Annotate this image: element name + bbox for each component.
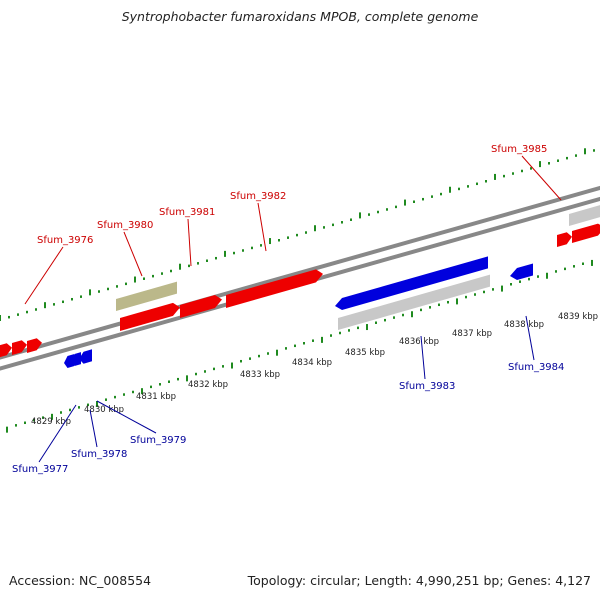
rna-feature-block [116,281,177,311]
gene-label-reverse-leader [96,400,157,434]
gene-label-forward-leader [24,246,64,305]
gene-label-reverse: Sfum_3977 [12,464,68,475]
gene-label-forward-leader [187,218,192,267]
backbone-line-upper [0,185,600,360]
gene-arrow-forward [180,295,222,318]
gene-label-forward: Sfum_3981 [159,207,215,218]
gene-label-reverse: Sfum_3984 [508,362,564,373]
position-tick-label: 4837 kbp [452,329,492,339]
gene-label-forward: Sfum_3976 [37,235,93,246]
position-tick-label: 4833 kbp [240,370,280,380]
gene-label-reverse-leader [89,409,98,448]
gene-arrow-forward [226,269,323,308]
gene-arrow-reverse [510,263,533,281]
gene-label-reverse-leader [38,404,77,463]
position-tick-label: 4834 kbp [292,358,332,368]
gene-label-forward-leader [521,155,562,201]
accession-text: Accession: NC_008554 [9,573,152,588]
gene-label-forward: Sfum_3980 [97,220,153,231]
gene-arrow-forward [120,302,180,331]
gene-label-reverse: Sfum_3983 [399,381,455,392]
gene-arrow-reverse [71,352,81,367]
position-tick-label: 4832 kbp [188,380,228,390]
gene-arrow-reverse [64,354,74,369]
gene-arrow-reverse [79,349,92,364]
gene-arrow-forward [557,232,572,247]
gene-label-forward: Sfum_3982 [230,191,286,202]
gene-layer [0,205,600,369]
gene-label-forward-leader [123,231,143,277]
position-tick-label: 4831 kbp [136,392,176,402]
gene-label-reverse-leader [525,315,535,361]
gene-arrow-forward [572,223,600,243]
position-tick-label: 4829 kbp [31,417,71,427]
misc-feature-block [338,274,490,330]
genome-title: Syntrophobacter fumaroxidans MPOB, compl… [121,9,479,24]
position-tick-label: 4839 kbp [558,312,598,322]
position-tick-label: 4836 kbp [399,337,439,347]
label-layer: 4829 kbp 4830 kbp 4831 kbp 4832 kbp 4833 kbp… [12,144,598,475]
gene-arrow-forward [0,343,12,358]
misc-feature-block [569,205,600,226]
gene-arrow-forward [12,340,27,355]
gene-label-reverse: Sfum_3979 [130,435,186,446]
gene-arrow-forward [27,338,42,353]
position-tick-label: 4838 kbp [504,320,544,330]
gene-label-reverse-leader [420,335,426,380]
gene-arrow-reverse [335,256,488,311]
gene-label-forward-leader [257,202,267,252]
tick-layer [0,148,595,433]
position-tick-label: 4830 kbp [84,405,124,415]
gene-label-forward: Sfum_3985 [491,144,547,155]
gene-label-reverse: Sfum_3978 [71,449,127,460]
position-tick-label: 4835 kbp [345,348,385,358]
genome-summary-text: Topology: circular; Length: 4,990,251 bp… [247,573,591,588]
